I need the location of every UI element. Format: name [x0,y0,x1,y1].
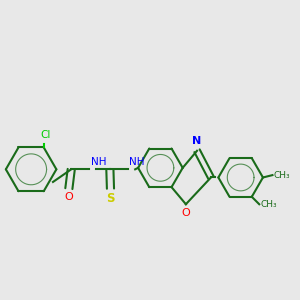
Text: O: O [182,208,190,218]
Text: NH: NH [129,157,145,167]
Text: Cl: Cl [40,130,50,140]
Text: CH₃: CH₃ [274,171,291,180]
Text: S: S [106,192,115,205]
Text: N: N [192,136,202,146]
Text: O: O [64,192,73,202]
Text: CH₃: CH₃ [261,200,277,209]
Text: NH: NH [91,157,106,167]
